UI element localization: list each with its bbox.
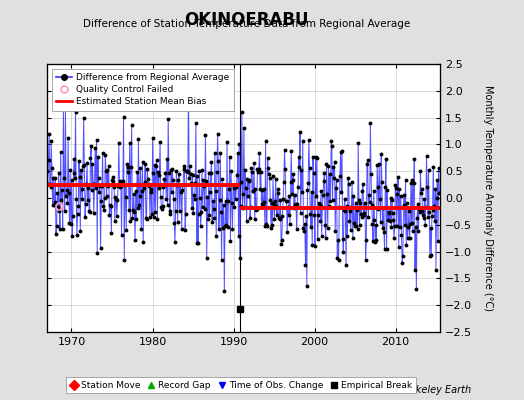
Y-axis label: Monthly Temperature Anomaly Difference (°C): Monthly Temperature Anomaly Difference (… — [483, 85, 493, 311]
Text: Difference of Station Temperature Data from Regional Average: Difference of Station Temperature Data f… — [83, 19, 410, 29]
Text: Berkeley Earth: Berkeley Earth — [399, 385, 472, 395]
Legend: Difference from Regional Average, Quality Control Failed, Estimated Station Mean: Difference from Regional Average, Qualit… — [52, 68, 234, 111]
Text: OKINOERABU: OKINOERABU — [184, 11, 309, 29]
Legend: Station Move, Record Gap, Time of Obs. Change, Empirical Break: Station Move, Record Gap, Time of Obs. C… — [66, 377, 416, 394]
